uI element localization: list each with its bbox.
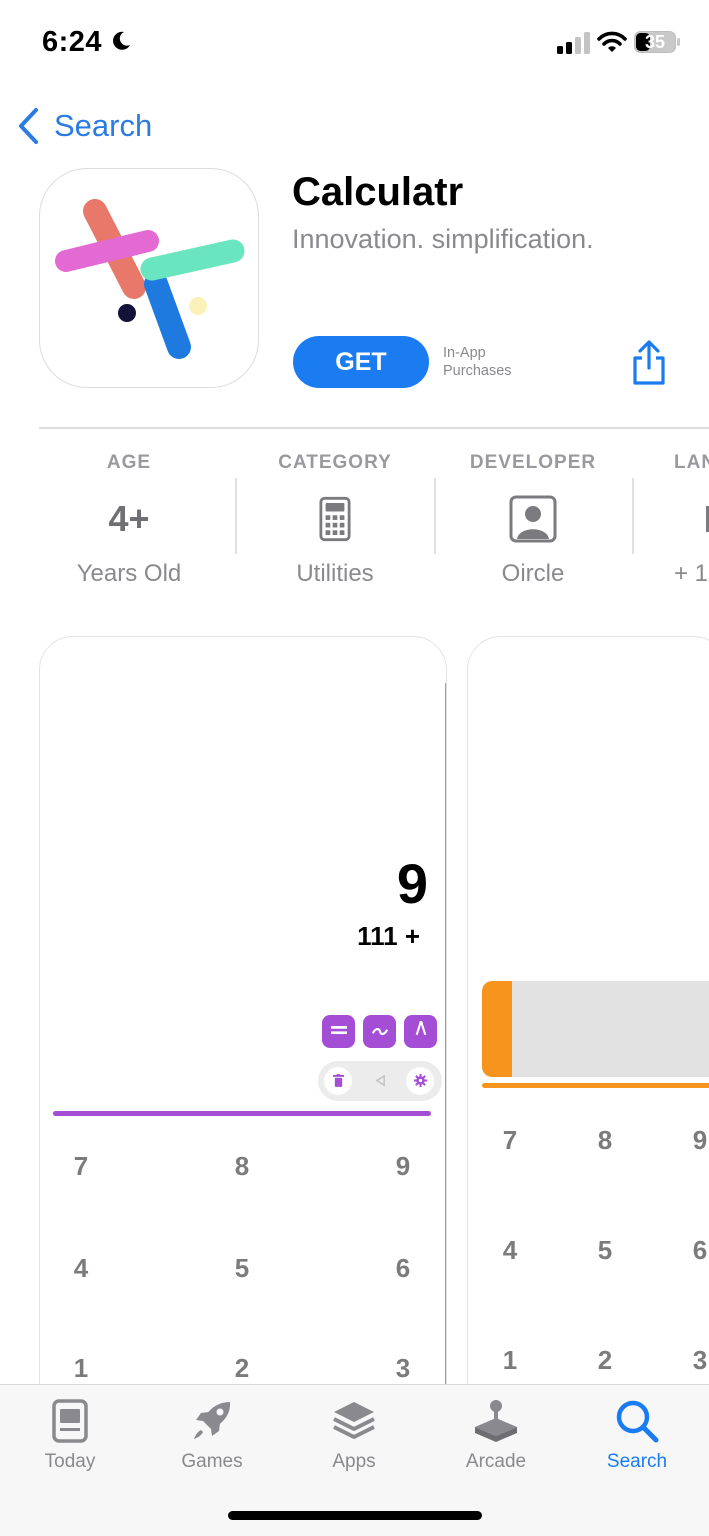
battery-icon (634, 31, 680, 53)
tab-search[interactable]: Search (577, 1397, 697, 1473)
language-icon (706, 506, 709, 532)
header-divider (39, 427, 709, 429)
tab-apps[interactable]: Apps (294, 1397, 414, 1473)
app-icon (39, 168, 259, 388)
tab-arcade[interactable]: Arcade (436, 1397, 556, 1473)
wifi-icon (597, 31, 627, 52)
calc-key: 6 (395, 1253, 411, 1283)
approx-mode-icon (363, 1015, 396, 1048)
calc-key: 3 (395, 1353, 411, 1383)
search-icon (616, 1400, 659, 1443)
calculatr-logo-icon (55, 199, 245, 359)
calc-key: 5 (234, 1253, 250, 1283)
app-name: Calculatr (292, 170, 464, 214)
info-age[interactable]: AGE 4+ Years Old (30, 452, 228, 588)
info-head: AGE (106, 452, 152, 473)
tab-bar: Today Games Apps Arcade (0, 1384, 709, 1536)
calc-key: 3 (692, 1345, 708, 1375)
in-app-purchases-note: In-App Purchases (443, 344, 512, 380)
moon-icon (113, 31, 130, 50)
calc-divider-line (53, 1111, 431, 1116)
rocket-icon (194, 1402, 231, 1439)
info-value: + 1 (674, 560, 709, 587)
tab-label: Apps (332, 1451, 376, 1472)
info-value: Utilities (296, 560, 374, 587)
calc-key: 4 (502, 1235, 518, 1265)
calc-key: 4 (73, 1253, 89, 1283)
info-separator (632, 478, 634, 554)
tab-label: Search (606, 1451, 668, 1472)
cellular-signal-icon (557, 32, 590, 54)
iap-line-1: In-App (443, 345, 486, 361)
layers-icon (333, 1402, 375, 1439)
calc-divider-line (482, 1083, 709, 1088)
calc-key: 5 (597, 1235, 613, 1265)
info-separator (434, 478, 436, 554)
info-developer[interactable]: DEVELOPER Oircle (434, 452, 632, 588)
calc-key: 9 (692, 1125, 708, 1155)
info-category[interactable]: CATEGORY Utilities (236, 452, 434, 588)
age-rating: 4+ (108, 498, 150, 539)
calc-key: 6 (692, 1235, 708, 1265)
battery-level: 35 (644, 32, 666, 52)
tab-label: Today (44, 1451, 96, 1472)
trash-icon (324, 1067, 352, 1095)
calc-key: 2 (234, 1353, 250, 1383)
joystick-icon (475, 1400, 517, 1442)
back-button[interactable]: Search (16, 106, 152, 146)
tab-label: Arcade (465, 1451, 527, 1472)
calc-key: 7 (73, 1151, 89, 1181)
status-bar: 6:24 35 (0, 0, 709, 86)
calc-key: 9 (395, 1151, 411, 1181)
home-indicator[interactable] (228, 1511, 482, 1520)
calc-key: 8 (597, 1125, 613, 1155)
backspace-icon (370, 1070, 390, 1092)
compass-mode-icon (404, 1015, 437, 1048)
person-icon (509, 495, 557, 543)
calc-key: 1 (502, 1345, 518, 1375)
share-icon[interactable] (630, 340, 668, 386)
calculator-icon (319, 496, 351, 542)
calc-key: 2 (597, 1345, 613, 1375)
status-time: 6:24 (42, 26, 103, 58)
gear-icon (406, 1067, 434, 1095)
calc-expression: 111 + (357, 921, 420, 951)
info-language[interactable]: LAN + 1 (634, 452, 709, 588)
calc-tool-pill (318, 1061, 442, 1101)
tab-games[interactable]: Games (152, 1397, 272, 1473)
calc-input-bar (482, 981, 709, 1077)
info-head: LAN (674, 452, 709, 473)
today-icon (52, 1399, 88, 1443)
calc-key: 1 (73, 1353, 89, 1383)
get-button[interactable]: GET (293, 336, 429, 388)
chevron-left-icon (19, 108, 38, 144)
tab-label: Games (181, 1451, 243, 1472)
equals-mode-icon (322, 1015, 355, 1048)
info-value: Years Old (76, 560, 182, 587)
back-label: Search (54, 108, 153, 143)
calc-key: 7 (502, 1125, 518, 1155)
iap-line-2: Purchases (443, 363, 512, 379)
info-head: CATEGORY (278, 452, 392, 473)
screenshot-edge-line (445, 683, 446, 1535)
info-value: Oircle (501, 560, 565, 587)
info-separator (235, 478, 237, 554)
calc-key: 8 (234, 1151, 250, 1181)
calc-input-cap (482, 981, 512, 1077)
info-head: DEVELOPER (469, 452, 597, 473)
app-subtitle: Innovation. simplification. (292, 224, 594, 254)
tab-today[interactable]: Today (10, 1397, 130, 1473)
calc-result: 9 (396, 852, 428, 915)
